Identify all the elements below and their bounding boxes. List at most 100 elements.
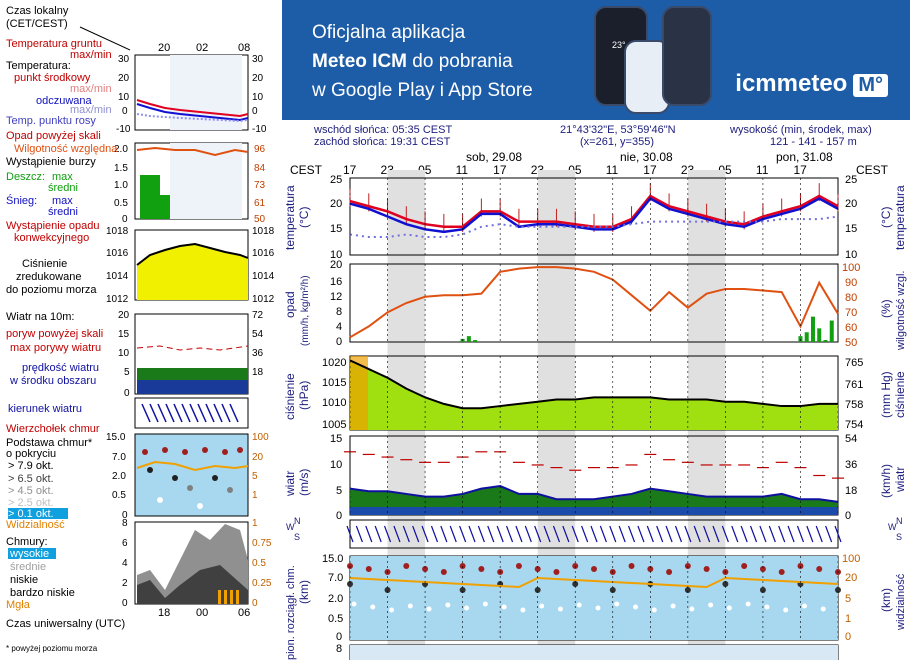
- phone-image-3: [662, 6, 712, 106]
- legend-c-tick-2: 2.0: [112, 471, 126, 482]
- legend-p-tick-1012: 1012: [106, 294, 129, 305]
- wind-arrow: [656, 525, 664, 543]
- cloud-low-dot: [520, 607, 526, 613]
- pressure-axis-l1: 1015: [322, 377, 346, 389]
- wind-arrow: [571, 525, 579, 543]
- cloud-low-dot: [708, 602, 714, 608]
- legend-high-bg: [8, 548, 56, 559]
- cloud-base-dot: [609, 587, 616, 593]
- cloud-top-dot: [816, 566, 823, 572]
- wind-arrow: [796, 525, 805, 543]
- day-label-mon: pon, 31.08: [776, 150, 833, 164]
- wind-arrow: [721, 525, 729, 543]
- cloud-base-dot: [722, 581, 729, 587]
- wind-arrow: [740, 525, 748, 543]
- legend-footnote: * powyżej poziomu morza: [6, 644, 98, 653]
- wind-arrow: [374, 525, 382, 543]
- legend-cl-tick-r0: 0: [252, 598, 258, 609]
- cloud-left-label: pion. rozciągł. chm.: [285, 565, 297, 660]
- wind-arrow: [430, 525, 439, 543]
- pressure-area: [350, 360, 838, 430]
- wind-arrow: [365, 525, 373, 543]
- cloud-top-dot: [703, 566, 710, 572]
- wind-direction-chart: [346, 525, 842, 543]
- wind-arrow: [534, 525, 542, 543]
- hour-tick: 11: [456, 163, 469, 177]
- pressure-right-label: ciśnienie: [893, 371, 907, 418]
- cloud-low-dot: [464, 605, 470, 611]
- cloud-top-dot: [440, 569, 447, 575]
- wind-arrow: [496, 525, 504, 543]
- cloud-base-dot: [347, 581, 353, 587]
- cloud-low-dot: [670, 603, 676, 609]
- vis-axis-r1: 20: [845, 572, 857, 584]
- legend-utc: Czas uniwersalny (UTC): [6, 618, 125, 630]
- precip-bar: [817, 328, 822, 342]
- phone-temp: 23°: [612, 40, 626, 50]
- humidity-line: [349, 266, 839, 339]
- hum-axis-r2: 80: [845, 292, 857, 304]
- hour-tick: 11: [606, 163, 619, 177]
- wind-axis-r3: 0: [845, 510, 851, 522]
- legend-w-tick-5: 5: [124, 367, 130, 378]
- day-label-sun: nie, 30.08: [620, 150, 673, 164]
- pressure-left-label: ciśnienie: [283, 373, 297, 420]
- wind-axis-r2: 18: [845, 485, 857, 497]
- banner-line-2-rest: do pobrania: [407, 51, 513, 72]
- app-promo-banner[interactable]: Oficjalna aplikacja Meteo ICM do pobrani…: [282, 0, 910, 120]
- cloud-low-dot: [801, 603, 807, 609]
- legend-low: niskie: [10, 574, 38, 586]
- temp-axis-ticks-l2: 15: [330, 223, 342, 235]
- legend-ground-temp: Temperatura gruntu: [6, 38, 102, 50]
- legend-precip-occ-2: konwekcyjnego: [14, 232, 89, 244]
- wind-arrow: [393, 525, 401, 543]
- pressure-axis-r1: 761: [845, 379, 863, 391]
- cloud-low-dot: [576, 602, 582, 608]
- hour-tick: 17: [643, 163, 657, 177]
- cloud-low-dot: [614, 601, 620, 607]
- wind-arrow: [684, 525, 692, 543]
- pressure-axis-l3: 1005: [322, 419, 346, 431]
- legend-p-tick-r1016: 1016: [252, 248, 275, 259]
- pressure-axis-l0: 1020: [322, 357, 346, 369]
- legend-max-gusts: max porywy wiatru: [10, 342, 101, 354]
- wind-arrow: [637, 525, 645, 543]
- legend-visibility: Widzialność: [6, 519, 65, 531]
- legend-p-tick-r1018: 1018: [252, 226, 275, 237]
- precip-right-label: wilgotność wzgl.: [895, 271, 907, 351]
- hum-axis-r3: 70: [845, 307, 857, 319]
- legend-temp-tick-r10: 10: [252, 92, 264, 103]
- cloud-low-dot: [482, 601, 488, 607]
- cloud-low-dot: [389, 607, 395, 613]
- legend-p-tick-1016: 1016: [106, 248, 129, 259]
- legend-temp-tick-r20: 20: [252, 73, 264, 84]
- wind-arrow: [562, 525, 570, 543]
- legend-temp-tick-10: 10: [118, 92, 130, 103]
- legend-w-tick-72: 72: [252, 310, 264, 321]
- wind-arrow: [627, 525, 636, 543]
- day-label-sat: sob, 29.08: [466, 150, 522, 164]
- cloud-low-dot: [351, 601, 357, 607]
- wind-axis-l1: 10: [330, 459, 342, 471]
- cloud-top-dot: [778, 569, 785, 575]
- legend-leader: [79, 26, 131, 51]
- wind-arrow: [599, 525, 607, 543]
- cloud-axis-l1: 7.0: [328, 572, 343, 584]
- wind-arrow: [787, 525, 795, 543]
- wind-arrow: [806, 525, 814, 543]
- legend-max-min: max/min: [70, 83, 112, 95]
- wind-arrow: [515, 525, 523, 543]
- legend-dew-point: Temp. punktu rosy: [6, 115, 96, 127]
- legend-temp-tick-r30: 30: [252, 54, 264, 65]
- legend-panel: Czas lokalny (CET/CEST) 20 02 08 30 20 1…: [6, 5, 275, 653]
- legend-wind-area-2: [137, 380, 248, 394]
- banner-line-2: Meteo ICM do pobrania: [312, 47, 612, 76]
- cloud-top-dot: [553, 569, 560, 575]
- cloud-low-dot: [689, 606, 695, 612]
- cloud-low-dot: [726, 605, 732, 611]
- banner-app-name: Meteo ICM: [312, 51, 407, 72]
- legend-temp-tick-r0: 0: [252, 106, 258, 117]
- legend-pressure-area: [137, 244, 248, 300]
- cloud-left-unit: (km): [297, 580, 311, 604]
- cloud-top-dot: [666, 569, 673, 575]
